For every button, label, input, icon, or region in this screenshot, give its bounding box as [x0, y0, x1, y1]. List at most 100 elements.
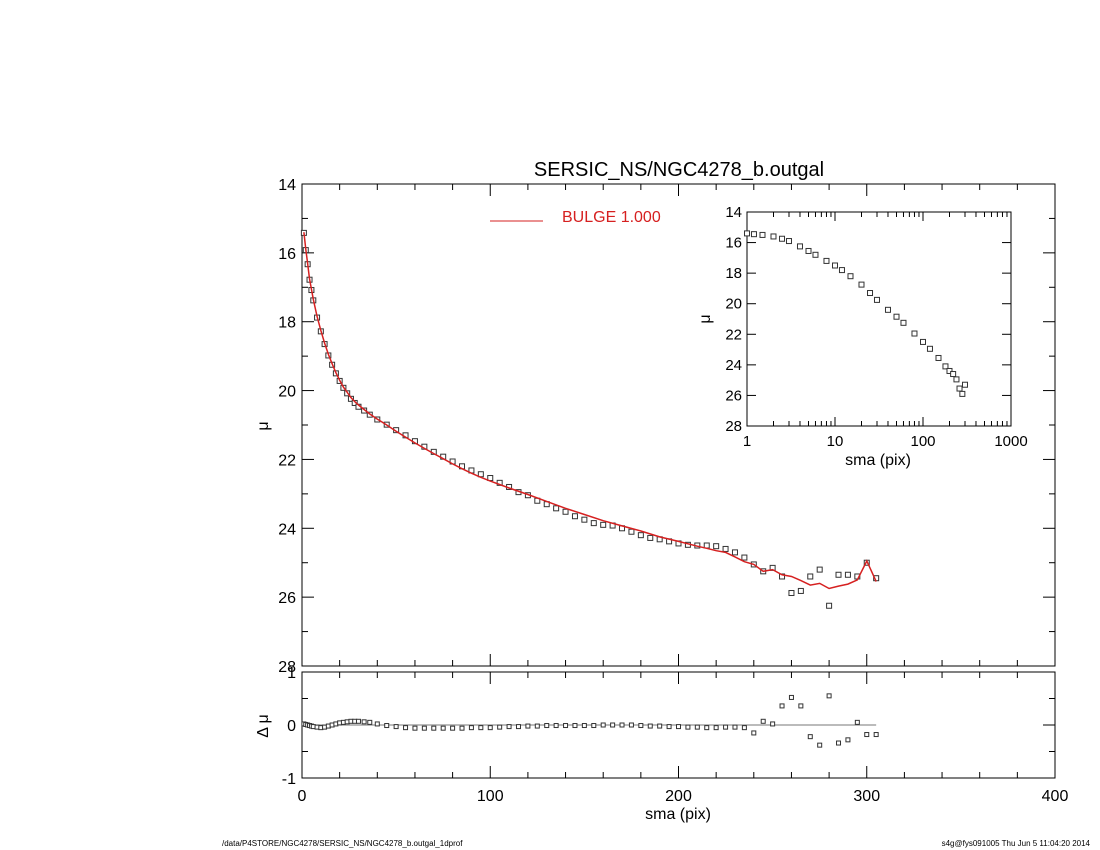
- data-point: [600, 521, 607, 528]
- residual-point: [873, 732, 879, 738]
- residual-point: [355, 718, 361, 724]
- data-point: [788, 590, 795, 597]
- inset-y-tick-label: 20: [725, 296, 742, 313]
- inset-data-point: [942, 363, 949, 370]
- residual-point: [468, 725, 474, 731]
- data-point: [826, 602, 833, 609]
- inset-data-point: [812, 251, 819, 258]
- inset-data-point: [744, 230, 750, 237]
- main-y-tick-label: 14: [278, 177, 296, 194]
- x-tick-label: 0: [298, 788, 307, 805]
- inset-data-point: [858, 281, 865, 288]
- residual-point: [732, 724, 738, 730]
- residual-point: [534, 723, 540, 729]
- data-point: [581, 516, 588, 523]
- residual-point: [760, 718, 766, 724]
- inset-x-tick-label: 10: [827, 433, 844, 450]
- data-point: [628, 528, 635, 535]
- residual-point: [817, 742, 823, 748]
- residual-point: [704, 725, 710, 731]
- inset-data-point: [959, 390, 966, 397]
- inset-data-point: [750, 231, 757, 238]
- inset-data-point: [873, 296, 880, 303]
- residual-point: [421, 725, 427, 731]
- inset-data-point: [946, 367, 953, 374]
- inset-data-point: [823, 257, 830, 264]
- residual-y-tick-label: 1: [287, 665, 296, 682]
- residual-point: [610, 722, 616, 728]
- chart-title: SERSIC_NS/NGC4278_b.outgal: [534, 159, 824, 181]
- data-point: [835, 571, 842, 578]
- inset-data-point: [847, 273, 854, 280]
- residual-point: [572, 723, 578, 729]
- residual-point: [788, 694, 794, 700]
- inset-data-point: [838, 267, 845, 274]
- main-y-tick-label: 16: [278, 246, 296, 263]
- residual-point: [403, 725, 409, 731]
- residual-point: [412, 725, 418, 731]
- bulge-model-line: [303, 232, 877, 590]
- inset-y-tick-label: 18: [725, 265, 742, 282]
- inset-data-point: [956, 385, 963, 392]
- residual-point: [478, 725, 484, 731]
- residual-point: [506, 724, 512, 730]
- residual-point: [807, 734, 813, 740]
- inset-data-point: [884, 306, 891, 313]
- inset-data-point: [950, 371, 957, 378]
- inset-data-point: [770, 233, 777, 240]
- residual-point: [779, 703, 785, 709]
- inset-data-point: [893, 313, 900, 320]
- residual-point: [431, 725, 437, 731]
- main-y-tick-label: 26: [278, 590, 296, 607]
- inset-y-tick-label: 28: [725, 418, 742, 435]
- data-point: [713, 543, 720, 550]
- x-tick-label: 200: [665, 788, 692, 805]
- residual-point: [525, 723, 531, 729]
- residual-point: [713, 725, 719, 731]
- inset-data-point: [759, 231, 766, 238]
- main-y-tick-label: 20: [278, 384, 296, 401]
- main-y-axis-label: μ: [255, 421, 272, 430]
- residual-point: [647, 723, 653, 729]
- inset-data-point: [832, 262, 838, 269]
- x-axis-label: sma (pix): [645, 806, 711, 823]
- residual-point: [393, 724, 399, 730]
- residual-point: [497, 724, 503, 730]
- residual-y-tick-label: -1: [282, 771, 296, 788]
- residual-point: [361, 719, 367, 725]
- data-point: [741, 554, 748, 561]
- inset-plot-frame: [746, 211, 1012, 427]
- inset-y-tick-label: 22: [725, 326, 742, 343]
- residual-point: [638, 723, 644, 729]
- data-point: [807, 573, 814, 580]
- inset-data-point: [867, 290, 874, 297]
- inset-ticks: 14 16 18 20 22 24 26 281 10 100 1000: [725, 204, 1027, 450]
- inset-panel: 14 16 18 20 22 24 26 281 10 100 1000 μ sma (pix): [697, 204, 1028, 469]
- inset-data-point: [779, 235, 786, 242]
- inset-x-tick-label: 100: [910, 433, 935, 450]
- data-point: [647, 534, 654, 541]
- main-plot-frame: [301, 183, 1056, 667]
- residual-point: [600, 722, 606, 728]
- residual-point: [845, 737, 851, 743]
- residual-y-axis-label: Δ μ: [255, 714, 272, 737]
- main-y-tick-label: 22: [278, 452, 296, 469]
- footer-stamp: s4g@fys091005 Thu Jun 5 11:04:20 2014: [942, 839, 1091, 848]
- inset-data-point: [926, 345, 933, 352]
- footer-path: /data/P4STORE/NGC4278/SERSIC_NS/NGC4278_…: [222, 839, 463, 848]
- residual-point: [741, 725, 747, 731]
- main-y-tick-label: 28: [278, 659, 296, 676]
- residual-point: [770, 721, 776, 727]
- inset-y-tick-label: 14: [725, 204, 742, 221]
- residual-point: [450, 725, 456, 731]
- residual-point: [384, 723, 390, 729]
- x-tick-label: 300: [853, 788, 880, 805]
- residual-point: [374, 721, 380, 727]
- data-point: [731, 549, 738, 556]
- inset-x-tick-label: 1000: [994, 433, 1027, 450]
- inset-data-points: [744, 230, 968, 397]
- residual-point: [836, 740, 842, 746]
- residual-point: [367, 719, 373, 725]
